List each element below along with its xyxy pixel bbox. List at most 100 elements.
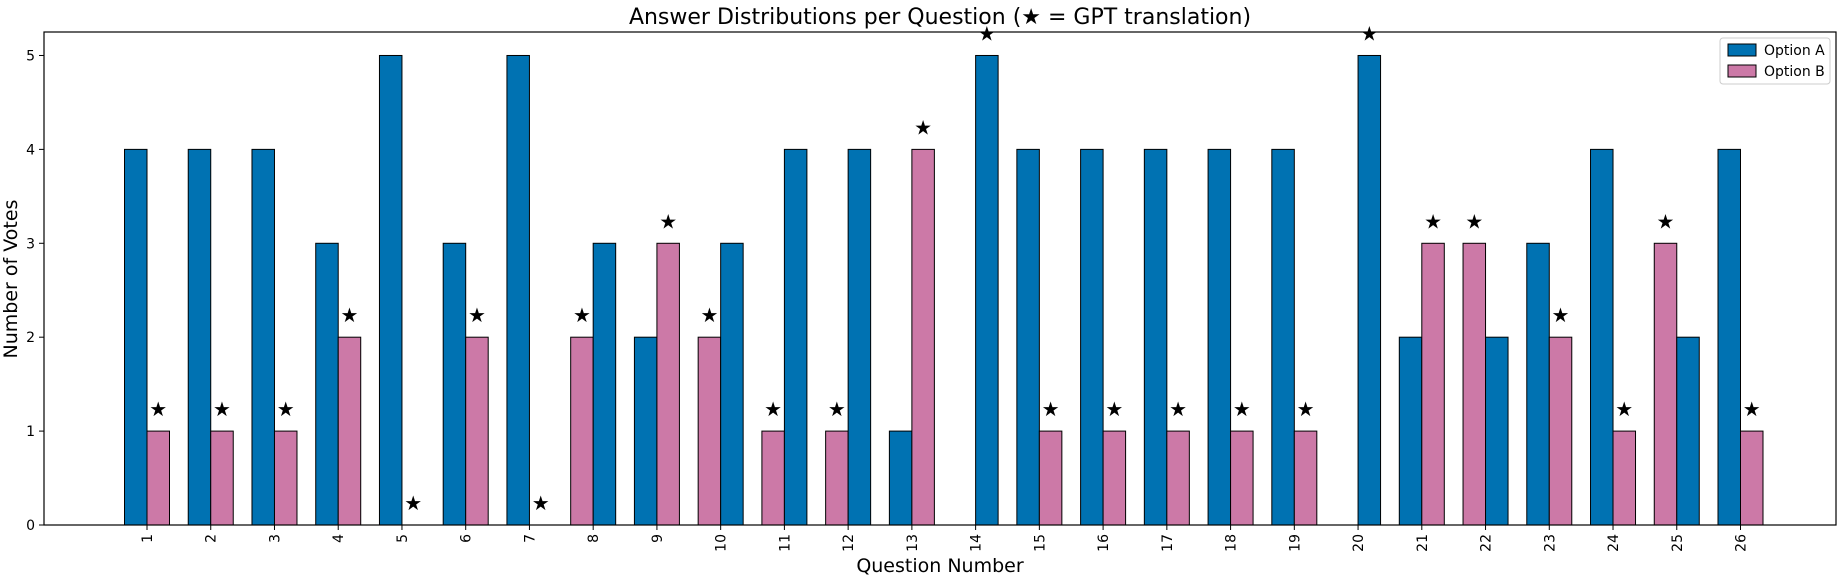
bar-option-a: [506, 54, 530, 526]
bar-option-a: [1080, 148, 1104, 526]
bar-option-a: [1357, 54, 1382, 526]
x-tick-label: 16: [1096, 534, 1112, 552]
bar-option-b: [273, 430, 298, 526]
legend-label-option-a: Option A: [1764, 43, 1825, 59]
bar-option-a: [1676, 336, 1700, 526]
x-tick-label: 14: [969, 534, 985, 552]
x-tick-label: 2: [204, 534, 220, 543]
bar-option-a: [1143, 148, 1168, 526]
x-tick-label: 24: [1606, 534, 1622, 552]
star-marker: ★: [149, 397, 167, 421]
x-tick-label: 20: [1351, 534, 1367, 552]
bar-option-a: [1590, 148, 1614, 526]
bar-option-a: [1271, 148, 1295, 526]
bar-option-a: [187, 148, 212, 526]
bar-option-a: [888, 430, 913, 526]
x-tick-label: 7: [522, 534, 538, 543]
star-marker: ★: [1297, 397, 1315, 421]
legend: Option A Option B: [1719, 37, 1831, 85]
bar-option-b: [570, 336, 594, 526]
bar-option-b: [1293, 430, 1318, 526]
bar-option-a: [633, 336, 658, 526]
bar-option-b: [1653, 242, 1678, 526]
bar-option-a: [1016, 148, 1040, 526]
x-tick-label: 9: [650, 534, 666, 543]
star-marker: ★: [1424, 209, 1442, 233]
bar-option-b: [465, 336, 489, 526]
y-tick-label: 4: [26, 142, 35, 158]
bar-option-a: [975, 54, 999, 526]
star-marker: ★: [764, 397, 782, 421]
bar-option-b: [1166, 430, 1190, 526]
x-tick-label: 17: [1160, 534, 1176, 552]
x-tick-label: 10: [714, 534, 730, 552]
star-marker: ★: [1042, 397, 1060, 421]
bar-option-b: [656, 242, 680, 526]
legend-swatch-option-b: [1727, 64, 1757, 78]
bar-option-b: [337, 336, 362, 526]
star-marker: ★: [1465, 209, 1483, 233]
x-tick-label: 12: [841, 534, 857, 552]
x-tick-label: 4: [331, 534, 347, 543]
x-tick-label: 15: [1032, 534, 1048, 552]
bar-option-a: [315, 242, 339, 526]
star-marker: ★: [341, 303, 359, 327]
bar-option-a: [1526, 242, 1550, 526]
bar-option-b: [1612, 430, 1637, 526]
y-tick-label: 2: [26, 330, 35, 346]
plot-area: 0123451★2★3★4★5★6★7★8★9★10★11★12★13★14★1…: [26, 21, 1764, 552]
star-marker: ★: [404, 491, 422, 515]
x-tick-label: 8: [586, 534, 602, 543]
x-tick-label: 3: [267, 534, 283, 543]
star-marker: ★: [1360, 21, 1378, 45]
bar-option-b: [1038, 430, 1063, 526]
star-marker: ★: [1233, 397, 1251, 421]
y-axis-label: Number of Votes: [0, 200, 22, 359]
bar-option-b: [1421, 242, 1445, 526]
bar-option-a: [783, 148, 808, 526]
x-tick-label: 26: [1734, 534, 1750, 552]
bar-option-b: [911, 148, 935, 526]
x-axis-label: Question Number: [856, 555, 1024, 577]
x-tick-label: 22: [1479, 534, 1495, 552]
y-tick-label: 3: [26, 236, 35, 252]
bar-option-a: [592, 242, 617, 526]
star-marker: ★: [914, 115, 932, 139]
star-marker: ★: [277, 397, 295, 421]
star-marker: ★: [1657, 209, 1675, 233]
star-marker: ★: [573, 303, 591, 327]
star-marker: ★: [532, 491, 550, 515]
star-marker: ★: [1743, 397, 1761, 421]
star-marker: ★: [1552, 303, 1570, 327]
x-tick-label: 21: [1415, 534, 1431, 552]
bar-option-b: [1102, 430, 1127, 526]
x-tick-label: 18: [1224, 534, 1240, 552]
star-marker: ★: [978, 21, 996, 45]
bar-option-a: [1717, 148, 1741, 526]
x-tick-label: 25: [1670, 534, 1686, 552]
x-tick-label: 5: [395, 534, 411, 543]
bar-option-a: [1207, 148, 1232, 526]
x-tick-label: 1: [140, 534, 156, 543]
bar-option-b: [146, 430, 170, 526]
bar-option-b: [761, 430, 785, 526]
bar-option-a: [847, 148, 872, 526]
bar-option-b: [1462, 242, 1487, 526]
x-tick-label: 13: [905, 534, 921, 552]
bar-option-a: [124, 148, 148, 526]
bar-option-a: [1485, 336, 1509, 526]
bar-option-b: [210, 430, 234, 526]
y-tick-label: 1: [26, 424, 35, 440]
y-tick-label: 0: [26, 518, 35, 534]
bar-option-b: [1230, 430, 1254, 526]
star-marker: ★: [1105, 397, 1123, 421]
star-marker: ★: [213, 397, 231, 421]
star-marker: ★: [1169, 397, 1187, 421]
x-tick-label: 23: [1542, 534, 1558, 552]
star-marker: ★: [468, 303, 486, 327]
x-tick-label: 11: [777, 534, 793, 552]
chart-title: Answer Distributions per Question (★ = G…: [629, 5, 1251, 30]
plot-frame: [43, 31, 1837, 526]
star-marker: ★: [828, 397, 846, 421]
